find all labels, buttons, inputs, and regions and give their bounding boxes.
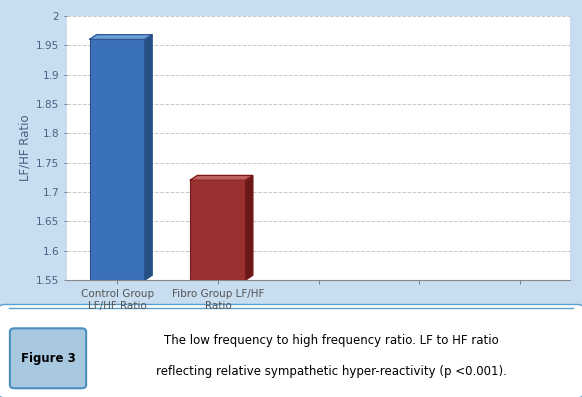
Bar <box>190 180 246 280</box>
Text: Figure 3: Figure 3 <box>20 352 76 365</box>
Polygon shape <box>145 35 152 280</box>
Polygon shape <box>190 175 253 180</box>
FancyBboxPatch shape <box>0 304 582 397</box>
Text: reflecting relative sympathetic hyper-reactivity (p <0.001).: reflecting relative sympathetic hyper-re… <box>157 365 507 378</box>
Bar <box>90 39 145 280</box>
Polygon shape <box>90 35 152 39</box>
FancyBboxPatch shape <box>10 328 86 388</box>
Text: The low frequency to high frequency ratio. LF to HF ratio: The low frequency to high frequency rati… <box>164 334 499 347</box>
Y-axis label: LF/HF Ratio: LF/HF Ratio <box>19 115 32 181</box>
Polygon shape <box>246 175 253 280</box>
